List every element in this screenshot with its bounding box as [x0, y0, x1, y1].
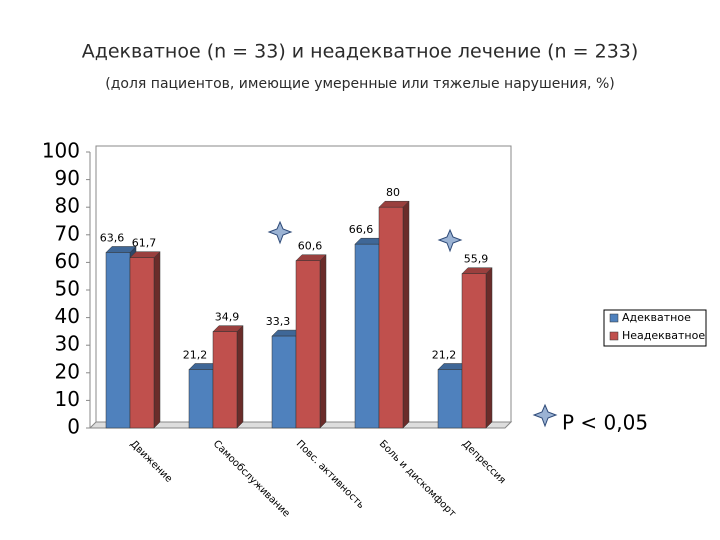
chart-title: Адекватное (n = 33) и неадекватное лечен… — [82, 41, 639, 63]
value-label: 21,2 — [183, 348, 208, 361]
chart-subtitle: (доля пациентов, имеющие умеренные или т… — [105, 76, 614, 92]
value-label: 33,3 — [266, 315, 291, 328]
bar — [188, 369, 214, 429]
value-label: 34,9 — [215, 311, 240, 324]
y-tick-label: 90 — [55, 166, 80, 190]
value-label: 66,6 — [349, 223, 374, 236]
bar — [295, 260, 321, 429]
y-tick-label: 80 — [55, 194, 80, 218]
legend-swatch — [609, 313, 619, 323]
y-tick-label: 0 — [67, 415, 80, 439]
bar — [378, 206, 404, 429]
bar-side — [485, 267, 493, 429]
legend-swatch — [609, 331, 619, 341]
bar — [461, 273, 487, 429]
value-label: 21,2 — [432, 348, 457, 361]
significance-star — [437, 228, 463, 253]
y-tick-label: 30 — [55, 332, 80, 356]
legend-box — [603, 309, 707, 347]
bar-side — [402, 200, 410, 429]
y-tick-label: 50 — [55, 277, 80, 301]
bar — [437, 369, 463, 429]
bar-side — [236, 325, 244, 429]
y-tick-label: 40 — [55, 304, 80, 328]
y-tick-label: 70 — [55, 221, 80, 245]
value-label: 61,7 — [132, 237, 157, 250]
bar — [212, 331, 238, 429]
significance-star — [532, 403, 558, 428]
legend-label: Неадекватное — [622, 329, 705, 342]
y-tick-label: 10 — [55, 387, 80, 411]
x-tick-label: Депрессия — [460, 438, 508, 486]
value-label: 63,6 — [100, 231, 125, 244]
y-tick-label: 20 — [55, 359, 80, 383]
legend-label: Адекватное — [622, 311, 691, 324]
x-tick-label: Боль и дискомфорт — [377, 438, 458, 519]
bar-side — [319, 254, 327, 429]
value-label: 55,9 — [464, 253, 489, 266]
bar — [129, 257, 155, 429]
significance-star — [267, 220, 293, 245]
bar — [105, 252, 131, 429]
bar — [271, 335, 297, 429]
bar-side — [153, 251, 161, 429]
x-tick-label: Движение — [128, 438, 174, 484]
x-tick-label: Самообслуживание — [211, 438, 292, 519]
value-label: 80 — [386, 186, 400, 199]
x-tick-label: Повс. активность — [294, 438, 367, 511]
bar — [354, 243, 380, 429]
value-label: 60,6 — [298, 240, 323, 253]
annotation: P < 0,05 — [562, 411, 648, 435]
y-tick-label: 100 — [42, 139, 80, 163]
y-tick-label: 60 — [55, 249, 80, 273]
